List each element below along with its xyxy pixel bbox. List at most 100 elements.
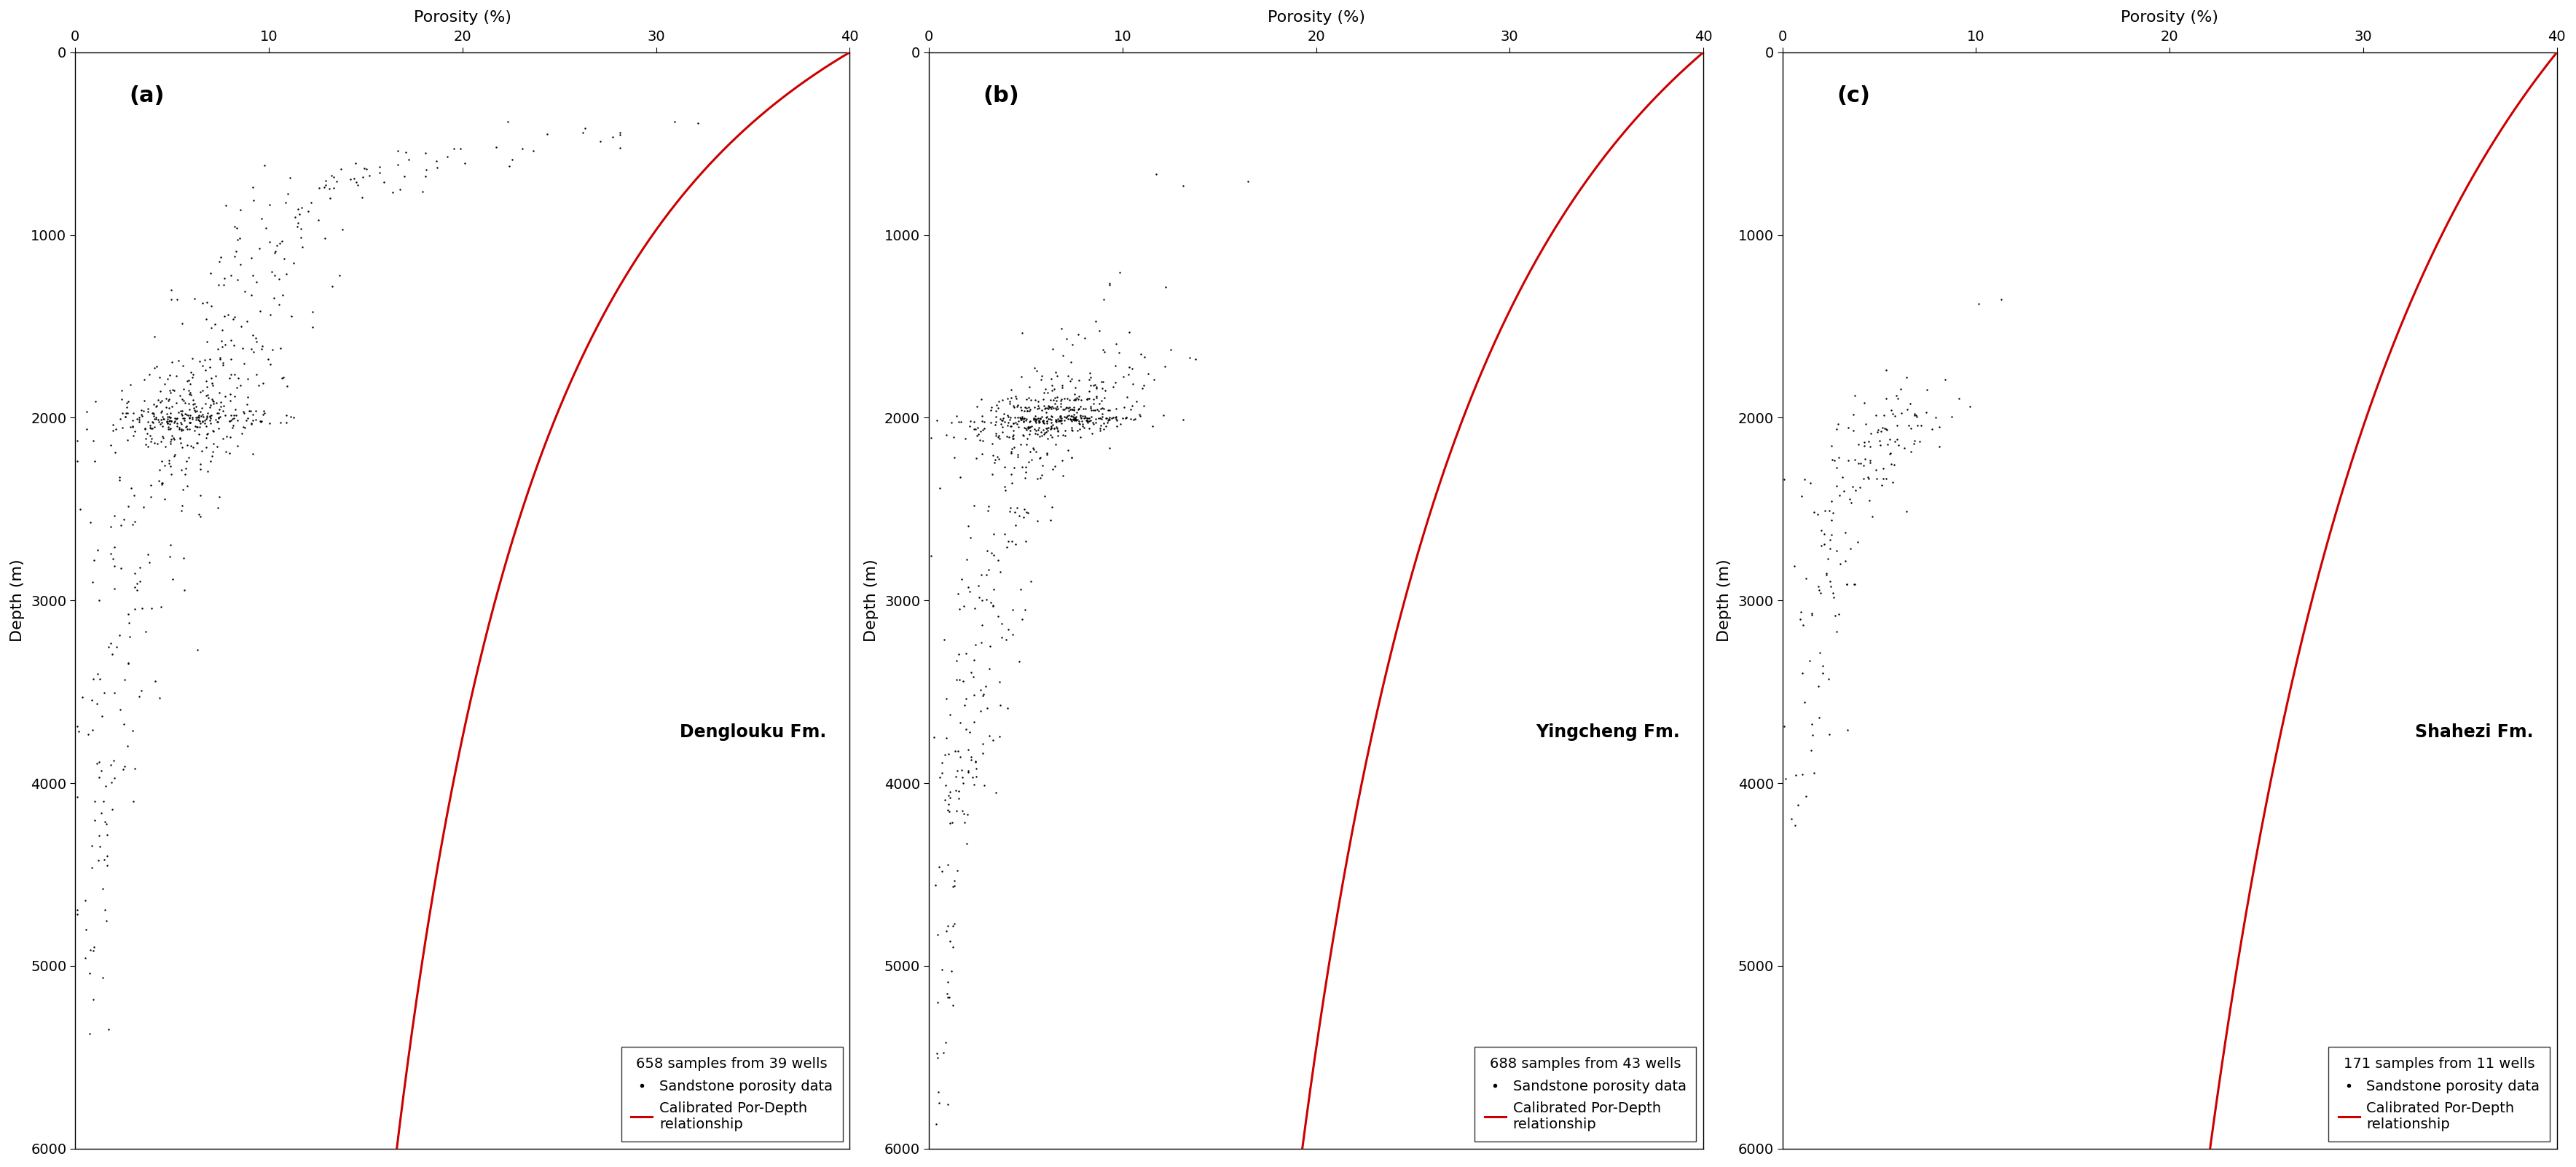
Point [80, 670, 121, 689]
Point [1023, 412, 1064, 431]
Point [170, 436, 211, 455]
Point [1844, 414, 1886, 433]
Point [1025, 399, 1066, 418]
Point [1873, 405, 1914, 424]
Point [88, 857, 129, 875]
Point [1012, 408, 1054, 427]
Point [142, 432, 183, 450]
Point [167, 400, 209, 419]
Point [943, 672, 984, 691]
Point [157, 408, 198, 427]
Point [1079, 421, 1121, 440]
Point [971, 401, 1012, 420]
Point [1020, 410, 1061, 428]
Point [945, 644, 987, 663]
Point [940, 468, 981, 487]
Point [917, 1083, 958, 1102]
Point [1844, 456, 1886, 475]
Point [178, 407, 219, 426]
Point [1059, 399, 1100, 418]
Point [137, 398, 178, 417]
Point [188, 462, 229, 481]
Point [1873, 455, 1914, 474]
Point [1015, 359, 1056, 378]
Point [981, 628, 1023, 647]
Point [232, 342, 273, 361]
Point [1801, 520, 1842, 539]
Point [1131, 417, 1172, 435]
Point [961, 421, 1002, 440]
Point [1893, 406, 1935, 425]
Point [997, 396, 1038, 414]
Point [933, 878, 974, 896]
Point [1007, 419, 1048, 438]
Point [216, 378, 258, 397]
Point [204, 397, 245, 415]
Point [940, 413, 981, 432]
Point [1868, 445, 1909, 463]
Point [1056, 378, 1097, 397]
Point [1092, 408, 1133, 427]
Point [77, 826, 118, 845]
Point [196, 404, 237, 422]
Point [1785, 569, 1826, 588]
Point [113, 600, 155, 619]
Point [951, 412, 992, 431]
Point [1123, 376, 1164, 394]
Point [999, 408, 1041, 427]
Point [989, 394, 1030, 413]
Point [90, 517, 131, 536]
Point [966, 699, 1007, 718]
Point [1069, 390, 1110, 408]
Point [1765, 717, 1806, 735]
Point [951, 663, 992, 682]
Point [206, 306, 247, 324]
Point [1007, 378, 1048, 397]
Point [961, 420, 1002, 439]
Point [1033, 399, 1074, 418]
Point [1079, 394, 1121, 413]
Point [945, 429, 987, 448]
Point [992, 442, 1033, 461]
Point [1811, 436, 1852, 455]
Point [1041, 413, 1082, 432]
Point [1051, 448, 1092, 467]
Point [265, 377, 307, 396]
Point [281, 228, 322, 246]
Point [976, 783, 1018, 802]
Point [1896, 417, 1937, 435]
Point [1054, 391, 1095, 410]
Legend: Sandstone porosity data, Calibrated Por-Depth
relationship: Sandstone porosity data, Calibrated Por-… [621, 1047, 842, 1141]
Point [958, 418, 999, 436]
Point [1105, 408, 1146, 427]
Point [1015, 412, 1056, 431]
Point [139, 403, 180, 421]
Point [242, 337, 283, 356]
Point [198, 348, 240, 366]
Point [255, 244, 296, 263]
Point [1007, 389, 1048, 407]
Point [1875, 417, 1917, 435]
Point [1844, 393, 1886, 412]
Point [106, 404, 147, 422]
Point [149, 419, 191, 438]
Point [1018, 412, 1059, 431]
Point [224, 403, 265, 421]
Point [1170, 348, 1211, 366]
Point [160, 429, 201, 448]
Point [291, 317, 332, 336]
Point [1911, 420, 1953, 439]
Point [1082, 379, 1123, 398]
Point [1069, 368, 1110, 386]
Point [144, 438, 185, 456]
Point [935, 767, 976, 785]
Point [1082, 341, 1123, 359]
Point [1077, 379, 1118, 398]
Point [477, 138, 518, 156]
X-axis label: Porosity (%): Porosity (%) [1267, 11, 1365, 25]
Point [173, 391, 214, 410]
Point [1059, 387, 1100, 406]
Point [180, 398, 222, 417]
Point [263, 286, 304, 305]
Point [987, 620, 1028, 638]
